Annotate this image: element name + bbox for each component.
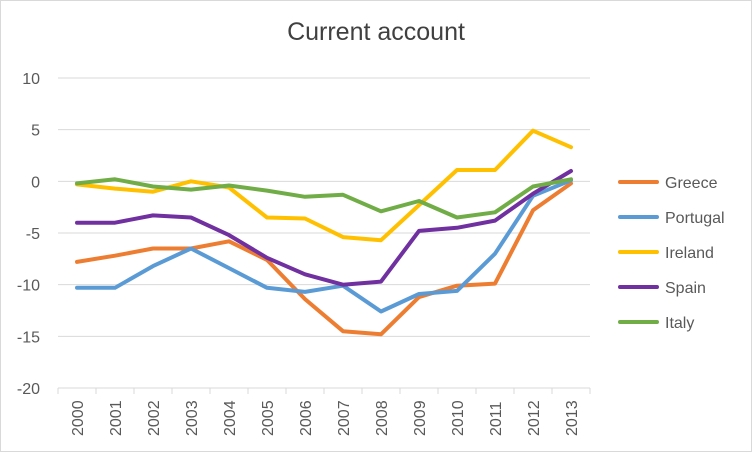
series-line-portugal	[75, 178, 573, 314]
x-tick-label: 2003	[184, 400, 201, 436]
series-line-italy	[75, 177, 573, 220]
legend-label: Spain	[665, 280, 706, 297]
series-line-spain	[75, 169, 573, 287]
series-lines	[75, 128, 573, 337]
x-tick-label: 2013	[564, 400, 581, 436]
legend: Greece Portugal Ireland Spain Italy	[618, 175, 725, 332]
x-tick-label: 2005	[260, 400, 277, 436]
x-tick-label: 2002	[146, 400, 163, 436]
y-tick-label: 5	[31, 123, 40, 140]
x-tick-label: 2001	[108, 400, 125, 436]
chart-title: Current account	[287, 18, 465, 46]
legend-label: Ireland	[665, 245, 714, 262]
legend-label: Greece	[665, 175, 718, 192]
y-tick-label: -10	[17, 278, 40, 295]
x-tick-label: 2009	[412, 400, 429, 436]
y-tick-label: -5	[26, 226, 40, 243]
legend-label: Italy	[665, 315, 694, 332]
y-axis-tick-labels: 10 5 0 -5 -10 -15 -20	[17, 71, 40, 398]
series-line-ireland	[75, 128, 573, 243]
y-tick-label: -20	[17, 381, 40, 398]
x-tick-label: 2012	[526, 400, 543, 436]
x-axis-tick-labels: 2000 2001 2002 2003 2004 2005 2006 2007 2008 2009…	[70, 400, 581, 436]
series-line-greece	[75, 181, 573, 337]
legend-label: Portugal	[665, 210, 725, 227]
x-tick-label: 2006	[298, 400, 315, 436]
x-tick-label: 2010	[450, 400, 467, 436]
x-tick-label: 2000	[70, 400, 87, 436]
y-tick-label: -15	[17, 329, 40, 346]
gridlines	[57, 77, 591, 394]
x-tick-label: 2007	[336, 400, 353, 436]
x-tick-label: 2004	[222, 400, 239, 436]
x-tick-label: 2008	[374, 400, 391, 436]
y-tick-label: 0	[31, 174, 40, 191]
y-tick-label: 10	[22, 71, 40, 88]
x-tick-label: 2011	[488, 401, 505, 436]
